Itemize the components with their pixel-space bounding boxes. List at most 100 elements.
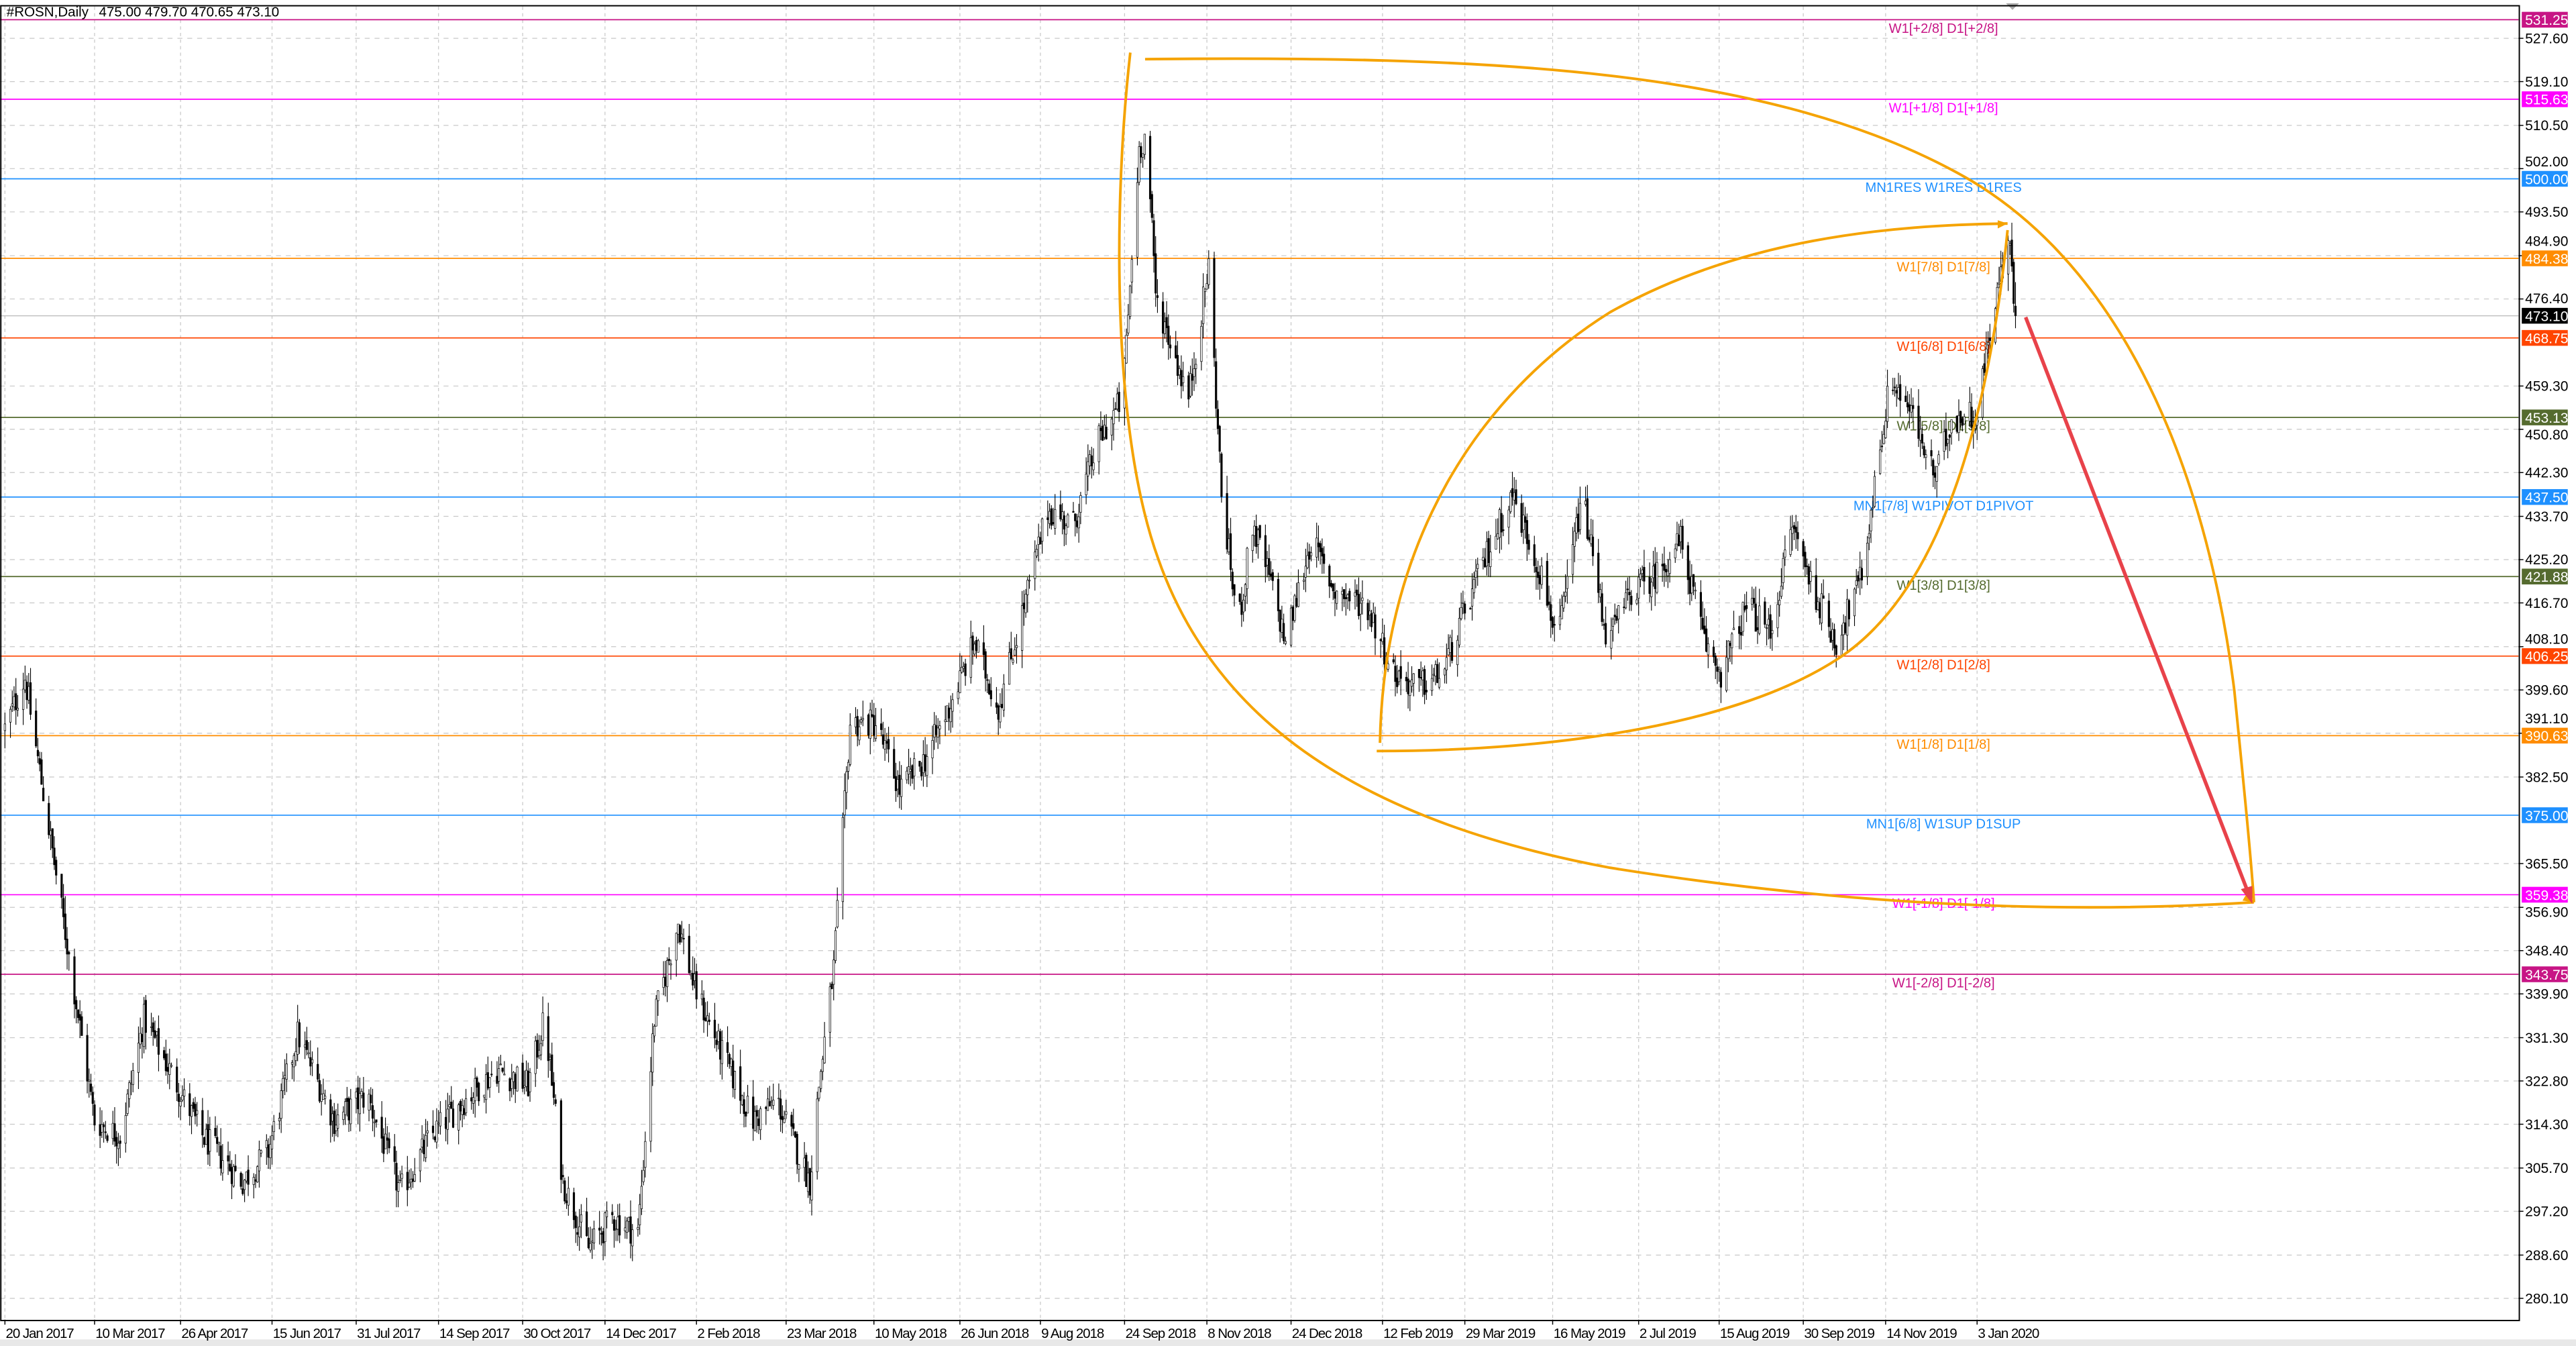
candle <box>1203 289 1206 307</box>
candle-body-bull <box>410 1178 413 1183</box>
level-label: W1[1/8] D1[1/8] <box>1896 737 1990 752</box>
candle-body-bull <box>1690 576 1693 594</box>
candle <box>1892 377 1894 395</box>
date-tick-label: 2 Feb 2018 <box>697 1326 760 1341</box>
candle-body-bull <box>1882 433 1885 444</box>
candle <box>1945 412 1947 450</box>
candle-body-bull <box>1840 635 1843 656</box>
candle-body-bull <box>913 758 916 777</box>
candle-body-bear <box>918 760 921 767</box>
candle <box>708 1013 710 1025</box>
candle-body-bear <box>739 1066 742 1101</box>
candle <box>1028 574 1031 589</box>
candle-body-bear <box>1258 525 1261 538</box>
candle <box>1960 410 1962 427</box>
outer-arc-curve[interactable] <box>1118 52 2255 909</box>
candle-body-bull <box>397 1182 400 1192</box>
candle <box>1136 167 1139 266</box>
candle <box>1246 546 1248 605</box>
candle-body-bear <box>1396 677 1399 687</box>
candle <box>1573 522 1576 562</box>
candle-body-bull <box>861 718 864 721</box>
candle-body-bear <box>141 1034 144 1043</box>
candle-body-bull <box>759 1108 762 1131</box>
candle-body-bear <box>476 1077 478 1088</box>
candle <box>241 1174 244 1196</box>
candle-body-bull <box>949 708 952 723</box>
price-tick-label: 408.10 <box>2525 631 2568 647</box>
candle <box>554 1094 557 1106</box>
candle-body-bull <box>933 724 936 738</box>
candle-body-bear <box>1743 605 1746 611</box>
candle-body-bull <box>1103 425 1106 438</box>
candle-body-bull <box>1242 599 1245 613</box>
candle-body-bull <box>1782 558 1784 583</box>
candle-body-bear <box>1374 614 1377 639</box>
candle <box>1409 680 1411 711</box>
candle <box>957 682 959 705</box>
candle <box>559 1098 562 1194</box>
candle-body-bull <box>1765 627 1768 629</box>
candle-body-bull <box>156 1031 158 1036</box>
candle <box>1925 449 1927 470</box>
candle-body-bear <box>1648 576 1651 594</box>
candle-body-bull <box>1293 595 1296 621</box>
candle <box>1229 517 1232 582</box>
candle-body-bear <box>867 715 870 736</box>
candle <box>1148 130 1152 213</box>
candle-body-bull <box>1143 134 1146 155</box>
candle-body-bull <box>1495 535 1497 550</box>
level-label: W1[7/8] D1[7/8] <box>1896 260 1990 275</box>
candle <box>1507 505 1510 545</box>
candle-body-bull <box>1397 670 1401 682</box>
candle <box>1297 569 1300 608</box>
candle-body-bull <box>1751 598 1754 605</box>
candle <box>959 653 961 693</box>
candle <box>1882 425 1885 445</box>
candle-body-bear <box>1827 601 1830 627</box>
candle-body-bear <box>1930 450 1933 456</box>
level-price-label: 500.00 <box>2525 172 2568 187</box>
candle-body-bear <box>521 1062 524 1089</box>
candle-body-bear <box>203 1137 206 1145</box>
candle <box>977 639 979 653</box>
candle-body-bear <box>1586 498 1589 539</box>
outer-top-curve[interactable] <box>1144 57 2255 902</box>
candle-body-bear <box>1090 455 1093 466</box>
forecast-arrow[interactable] <box>2024 316 2249 892</box>
candle <box>1238 593 1241 605</box>
candle <box>498 1056 500 1093</box>
candle-body-bear <box>459 1100 462 1112</box>
candle <box>1015 633 1018 664</box>
candle-body-bear <box>602 1231 604 1243</box>
candle-body-bear <box>1191 374 1193 381</box>
candle <box>1242 594 1245 622</box>
candle-body-bull <box>766 1098 769 1111</box>
candle-body-bear <box>1945 428 1947 447</box>
candle-body-bear <box>790 1115 793 1127</box>
candle <box>529 1068 531 1102</box>
candle <box>329 1094 332 1143</box>
candle-body-bear <box>667 959 670 962</box>
inner-top-curve[interactable] <box>1379 222 2008 743</box>
shift-marker-icon[interactable] <box>2006 3 2019 10</box>
drawings[interactable] <box>1118 52 2255 909</box>
candle <box>1638 568 1640 616</box>
candle-body-bull <box>335 1125 337 1131</box>
candle <box>384 1117 387 1149</box>
candle-body-bull <box>946 705 949 722</box>
inner-bottom-curve[interactable] <box>1377 229 2009 753</box>
candle <box>1820 583 1823 631</box>
level-price-box <box>2522 568 2568 584</box>
candle-body-bull <box>297 1021 299 1055</box>
candle <box>413 1157 416 1182</box>
candle <box>1665 564 1668 582</box>
price-tick-label: 348.40 <box>2525 943 2568 959</box>
candle-body-bear <box>856 716 859 737</box>
candle <box>1304 548 1307 592</box>
candle-body-bear <box>527 1070 529 1096</box>
candle-body-bull <box>1498 509 1501 538</box>
candle <box>873 703 875 743</box>
candle-body-bull <box>1445 657 1448 670</box>
